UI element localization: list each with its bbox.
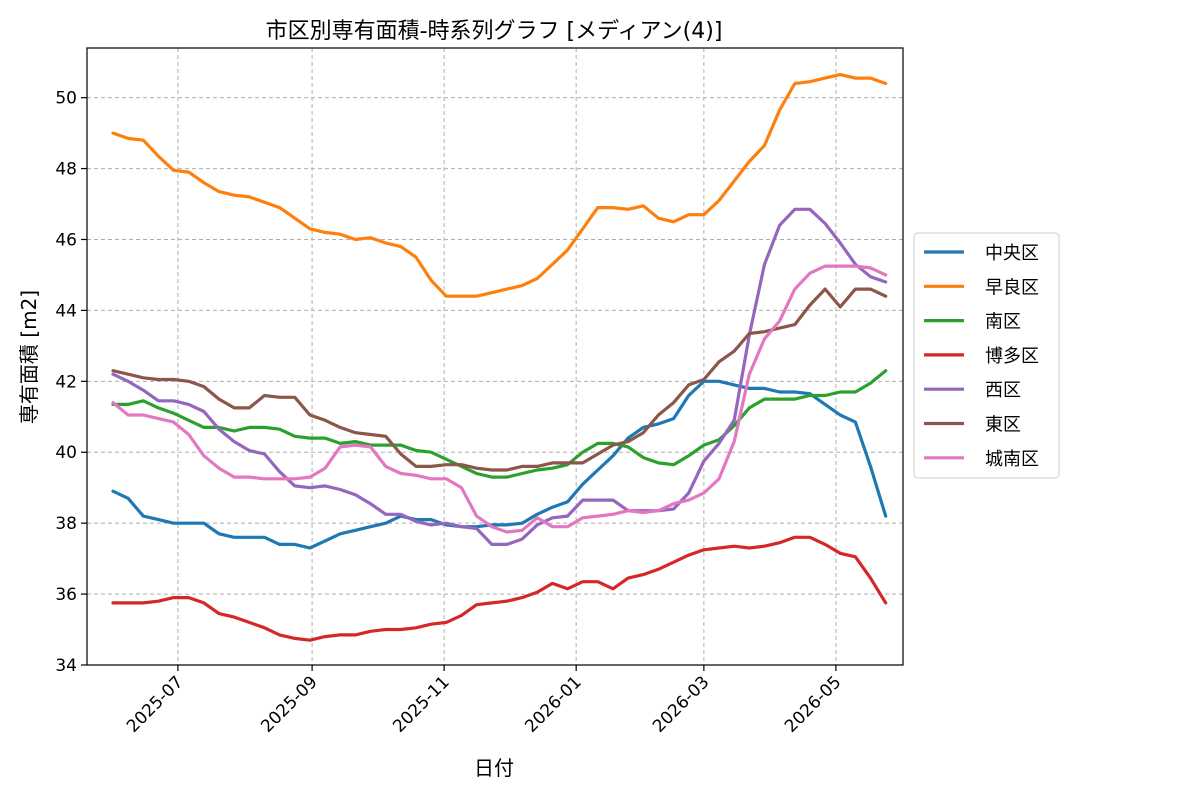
chart-title: 市区別専有面積-時系列グラフ [メディアン(4)] [266,19,723,44]
grid [87,48,903,666]
x-tick-label: 2026-05 [781,672,845,736]
legend-label-1: 早良区 [985,277,1039,298]
series-line-2 [111,369,888,479]
y-tick-label: 40 [55,443,77,463]
series-line-3 [111,535,888,642]
legend-label-4: 西区 [985,380,1021,401]
legend-box [913,232,1060,479]
y-tick-label: 34 [55,656,77,676]
legend-label-0: 中央区 [985,243,1039,264]
legend-label-2: 南区 [985,312,1021,333]
y-tick-label: 48 [55,160,77,180]
series-line-4 [111,207,888,547]
x-tick-label: 2025-09 [257,672,321,736]
y-tick-label: 42 [55,372,77,392]
series-line-6 [111,264,888,534]
y-tick-label: 36 [55,585,77,605]
y-tick-label: 38 [55,514,77,534]
x-axis-ticks: 2025-07 2025-09 2025-11 2026-01 2026-03 2026-… [123,665,845,737]
legend-label-3: 博多区 [985,346,1039,367]
y-tick-label: 50 [55,89,77,109]
series-line-5 [111,287,888,472]
x-axis-label: 日付 [474,756,514,780]
series-group [111,72,888,642]
x-tick-label: 2026-03 [649,672,713,736]
x-tick-label: 2025-11 [389,672,453,736]
plot-area-frame [86,47,904,666]
legend-label-5: 東区 [985,415,1021,436]
x-tick-label: 2026-01 [521,672,585,736]
x-tick-label: 2025-07 [123,672,187,736]
y-axis-ticks: 34 36 38 40 42 44 46 48 50 [55,89,87,676]
y-tick-label: 46 [55,230,77,250]
series-line-1 [111,72,888,298]
y-tick-label: 44 [55,301,77,321]
y-axis-label: 専有面積 [m2] [17,290,41,424]
series-line-0 [111,379,888,550]
legend-label-6: 城南区 [985,449,1039,470]
